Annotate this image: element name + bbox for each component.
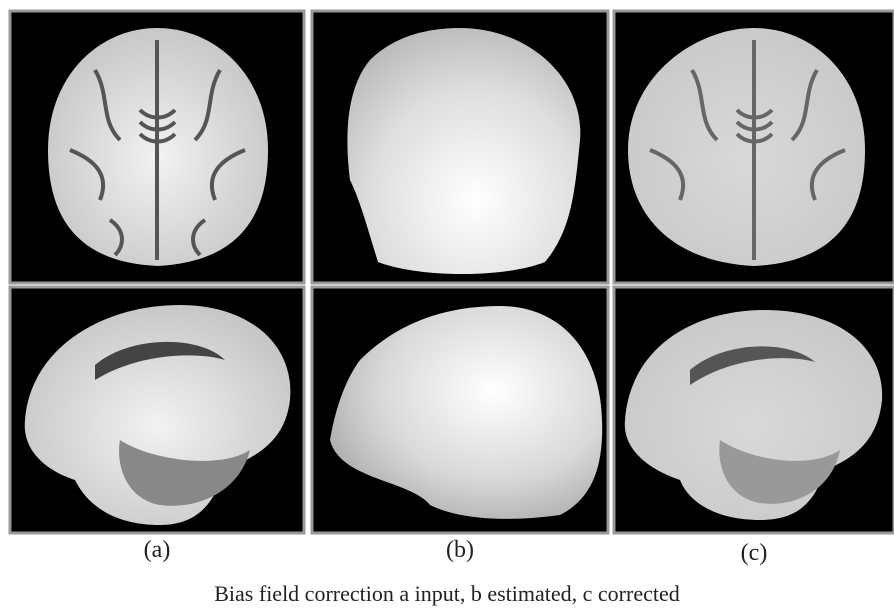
caption: Bias field correction a input, b estimat… xyxy=(214,581,679,606)
bias-field-axial xyxy=(347,28,580,274)
panel-label: (a) xyxy=(144,537,171,563)
page: (a) (b) (c) Bias field correction a inpu… xyxy=(0,0,894,611)
panel-label: (c) xyxy=(741,540,768,566)
brain-axial-input xyxy=(48,28,268,266)
figure: (a) (b) (c) Bias field correction a inpu… xyxy=(0,0,894,611)
panel-label: (b) xyxy=(446,537,474,563)
